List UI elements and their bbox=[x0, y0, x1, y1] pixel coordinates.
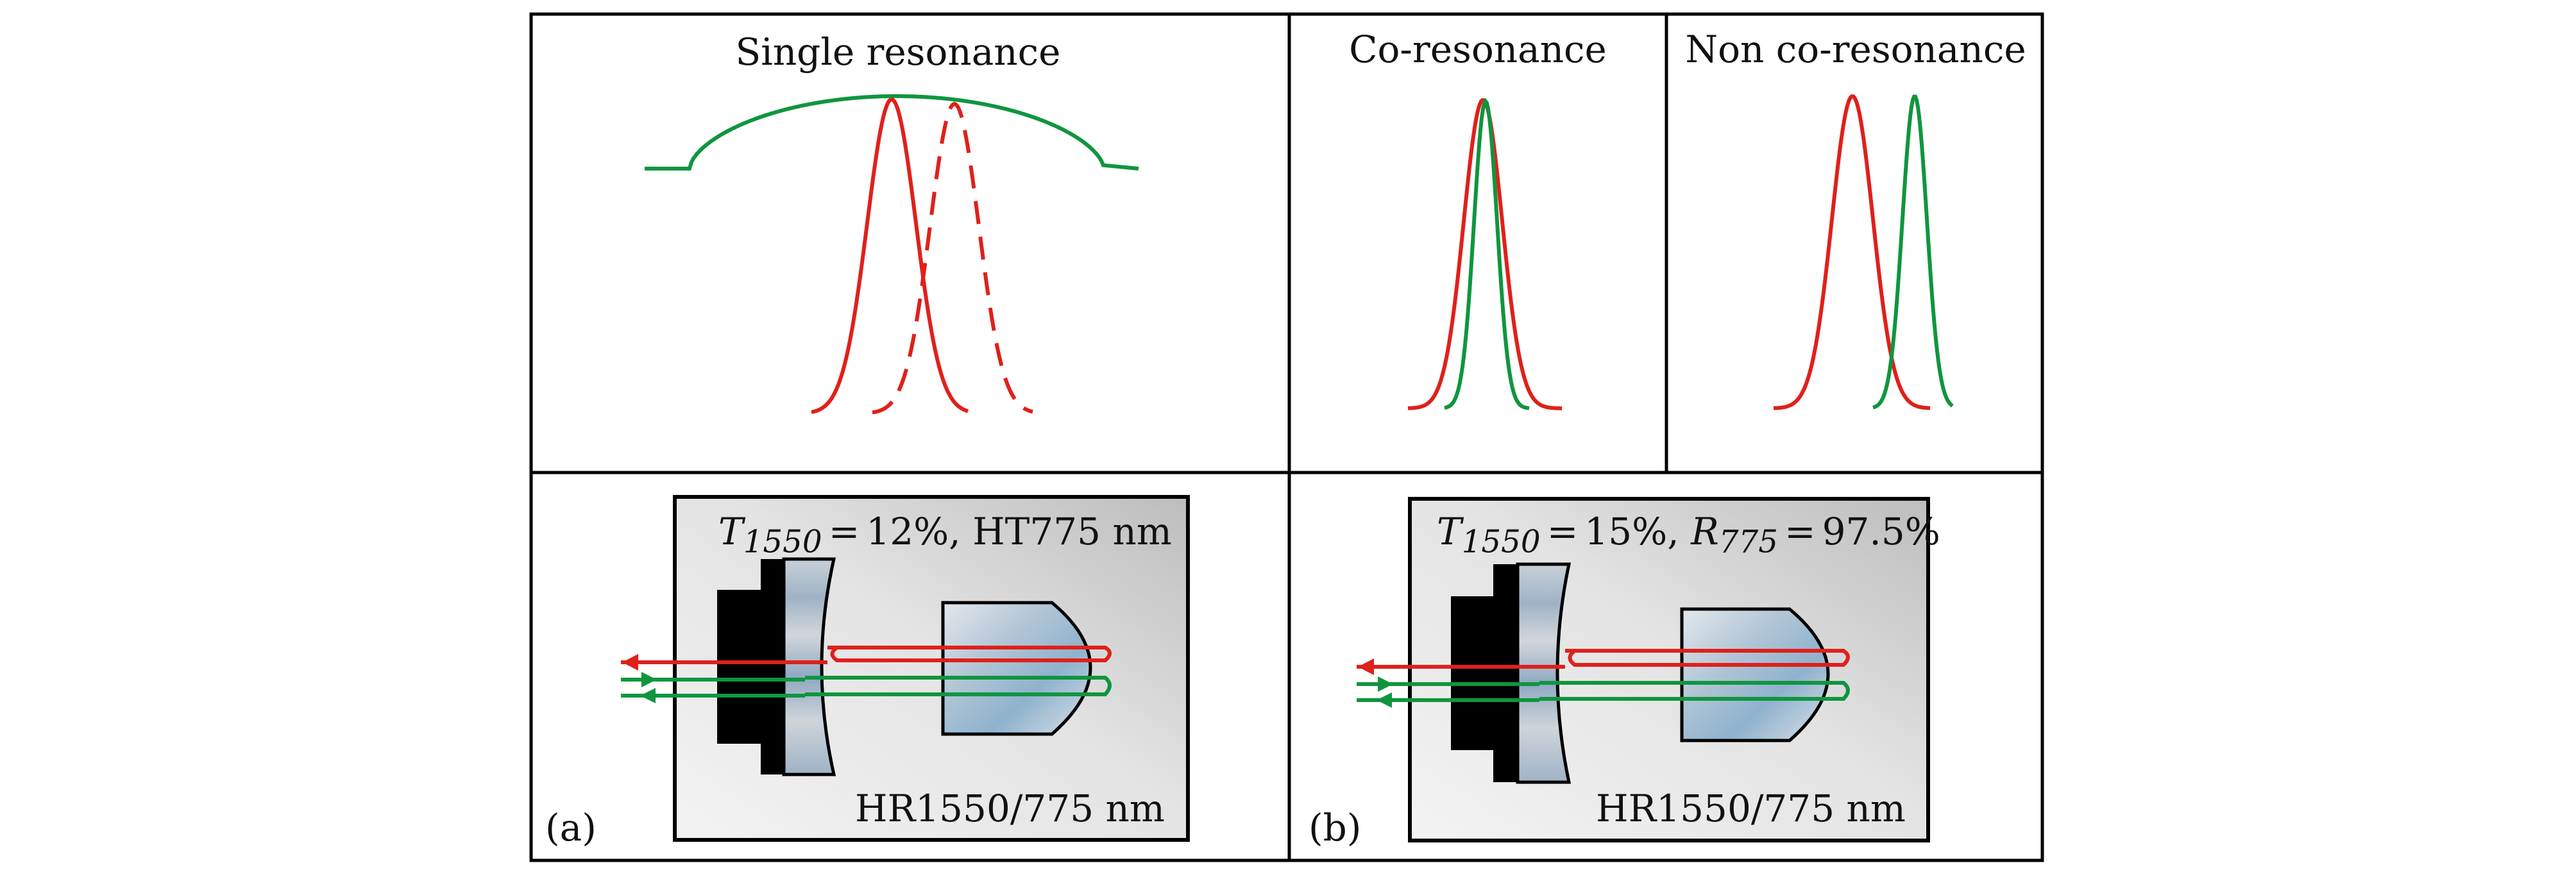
cavity-a-red-arrow bbox=[622, 654, 638, 671]
cavity-a-T-symbol: T bbox=[718, 510, 743, 553]
cavity-a-input-coupler-spec: T1550 = 12%, HT775 nm bbox=[718, 510, 1172, 560]
cavity-a-crystal bbox=[941, 601, 1092, 736]
cavity-b-mount-inner bbox=[1493, 564, 1519, 782]
panel-b-label: (b) bbox=[1309, 806, 1362, 850]
cavity-a-T-sub: 1550 bbox=[743, 524, 822, 560]
cavity-b-R-sub: 775 bbox=[1718, 524, 1779, 560]
single-resonance-red-dashed-peak bbox=[872, 101, 1033, 415]
cavity-a-green-cavity-beam bbox=[805, 676, 1112, 696]
cavity-b-R-value: 97.5% bbox=[1822, 510, 1940, 553]
cavity-b-mount-outer bbox=[1451, 596, 1496, 750]
cavity-a-extra-spec: HT775 nm bbox=[972, 510, 1172, 553]
cavity-b-input-coupler-spec: T1550 = 15%, R775 = 97.5% bbox=[1437, 510, 1940, 560]
cavity-b-T-sub: 1550 bbox=[1461, 524, 1541, 560]
co-resonance-green-peak bbox=[1444, 97, 1530, 410]
co-resonance-title: Co-resonance bbox=[1349, 28, 1607, 71]
non-co-resonance-green-peak bbox=[1872, 94, 1954, 410]
cavity-a-red-cavity-beam bbox=[827, 646, 1112, 662]
panel-a-label: (a) bbox=[545, 806, 597, 850]
cavity-b-T-value: 15%, bbox=[1584, 510, 1679, 553]
cavity-a-mount-outer bbox=[717, 590, 763, 744]
cavity-a-hr-coating: HR1550/775 nm bbox=[855, 787, 1165, 830]
co-resonance-red-peak bbox=[1407, 98, 1562, 410]
cavity-b-red-cavity-beam bbox=[1565, 649, 1850, 667]
cavity-b-crystal bbox=[1680, 607, 1830, 742]
single-resonance-title: Single resonance bbox=[735, 30, 1061, 74]
frame-grid bbox=[529, 12, 2044, 862]
cavity-a-input-coupler-lens bbox=[782, 557, 836, 776]
cavity-b-green-input-arrow bbox=[1378, 676, 1393, 692]
cavity-a-green-input-arrow bbox=[641, 672, 657, 687]
cavity-b-input-coupler-lens bbox=[1516, 562, 1572, 784]
cavity-b-red-arrow bbox=[1358, 658, 1374, 675]
cavity-a-mount-inner bbox=[761, 559, 785, 774]
non-co-resonance-red-peak bbox=[1773, 94, 1931, 410]
cavity-a-green-output-arrow bbox=[640, 688, 656, 703]
cavity-b-green-output-arrow bbox=[1377, 692, 1392, 708]
cavity-b-hr-coating: HR1550/775 nm bbox=[1596, 787, 1906, 830]
cavity-a-schematic bbox=[621, 495, 1190, 842]
single-resonance-red-solid-peak bbox=[811, 97, 969, 414]
cavity-b-T-symbol: T bbox=[1437, 510, 1462, 553]
single-resonance-green-envelope bbox=[645, 94, 1139, 171]
cavity-b-schematic bbox=[1357, 497, 1930, 842]
cavity-b-R-symbol: R bbox=[1691, 510, 1719, 553]
cavity-b-green-cavity-beam bbox=[1539, 681, 1850, 701]
non-co-resonance-title: Non co-resonance bbox=[1685, 28, 2026, 71]
cavity-a-T-value: 12%, bbox=[866, 510, 961, 553]
